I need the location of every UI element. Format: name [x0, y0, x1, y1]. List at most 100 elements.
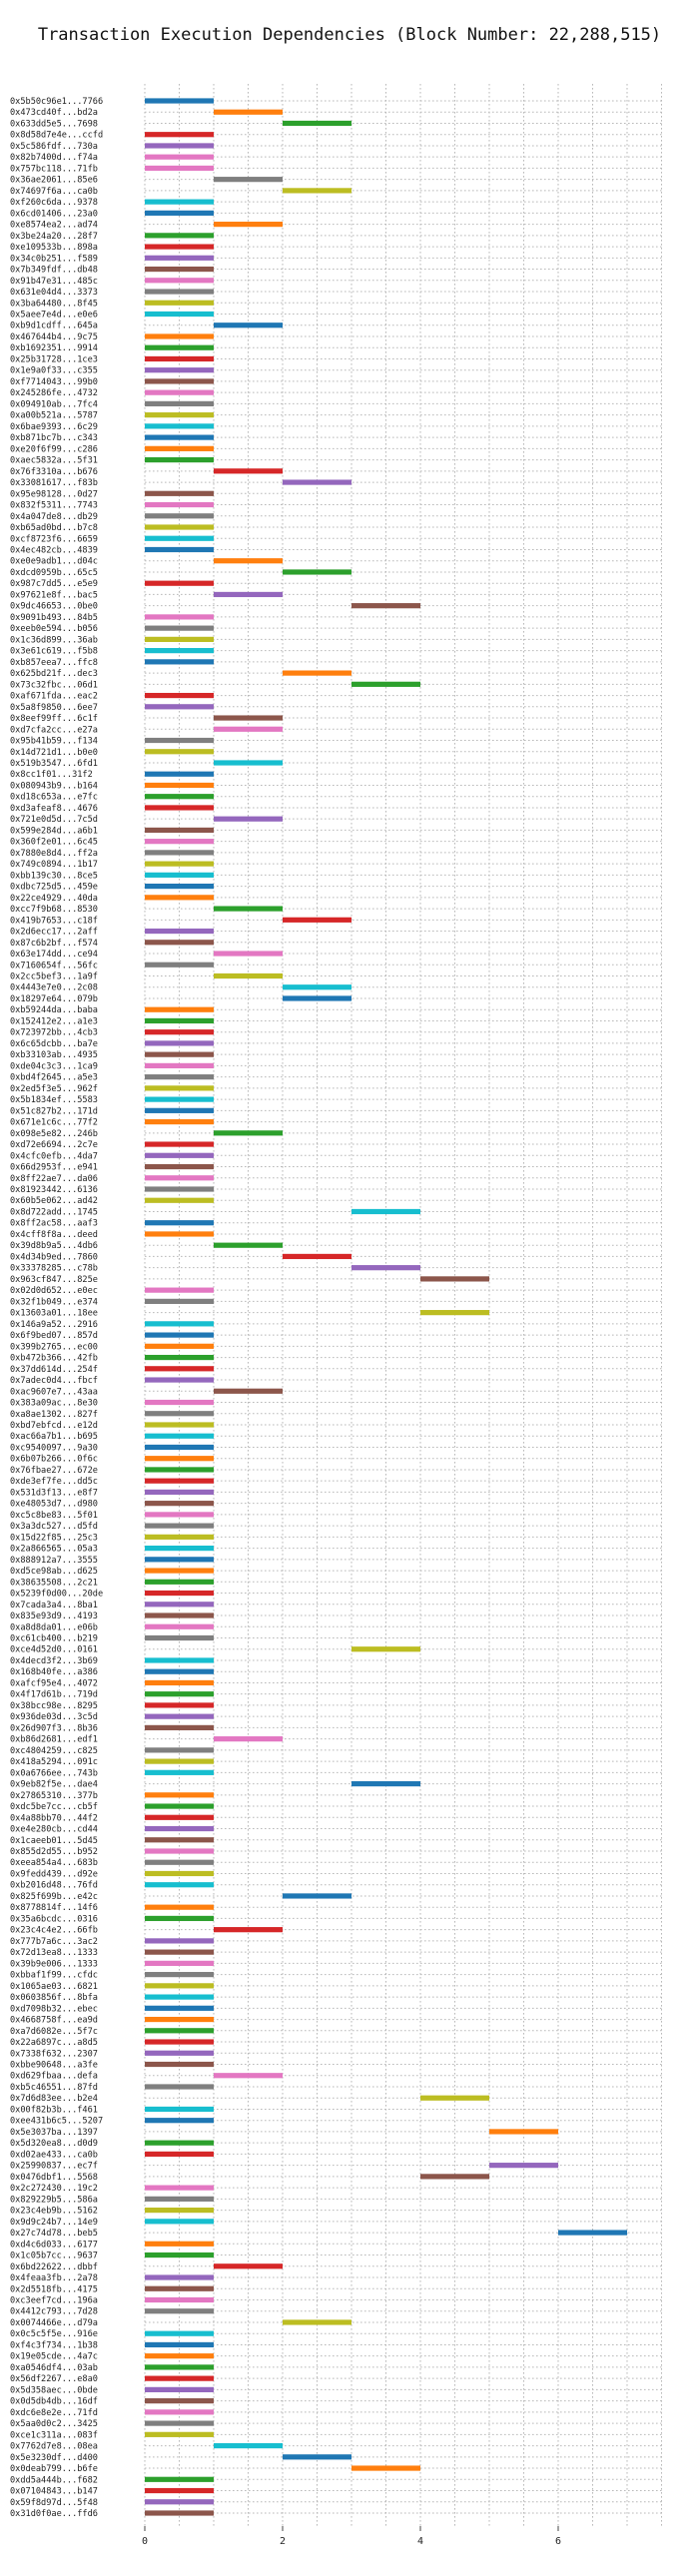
bar [145, 1568, 214, 1574]
x-tick-label: 2 [280, 2536, 286, 2547]
x-tick-label: 4 [417, 2536, 423, 2547]
bar [145, 1163, 214, 1170]
y-tick-label: 0x14d721d1...b0e0 [10, 748, 98, 758]
y-tick-label: 0xbd7ebfcd...e12d [10, 1421, 98, 1431]
bar [145, 1017, 214, 1024]
y-tick-label: 0x5d320ea8...d0d9 [10, 2139, 98, 2149]
x-tick-label: 0 [142, 2536, 148, 2547]
bar [145, 659, 214, 665]
y-tick-label: 0x146a9a52...2916 [10, 1320, 98, 1330]
y-tick-label: 0x6c65dcbb...ba7e [10, 1039, 98, 1049]
y-tick-label: 0x63e174dd...ce94 [10, 950, 98, 960]
bar [145, 311, 214, 318]
y-tick-label: 0x631e04d4...3373 [10, 288, 98, 298]
y-tick-label: 0xb59244da...baba [10, 1005, 98, 1015]
y-tick-label: 0xe8574ea2...ad74 [10, 221, 98, 231]
bar [145, 1769, 214, 1775]
y-tick-label: 0x5239f0d00...20de [10, 1590, 103, 1600]
y-tick-label: 0x5aa0d0c2...3425 [10, 2419, 98, 2429]
bar [145, 1422, 214, 1428]
bar [145, 1040, 214, 1046]
y-tick-label: 0x6cd01406...23a0 [10, 209, 98, 219]
bar [214, 715, 283, 721]
bar [214, 1736, 283, 1742]
y-tick-label: 0xde04c3c3...1ca9 [10, 1061, 98, 1071]
bar [351, 1780, 420, 1787]
y-tick-label: 0x0deab799...b6fe [10, 2464, 98, 2474]
bar [145, 2061, 214, 2068]
y-tick-label: 0xd4c6d033...6177 [10, 2240, 98, 2250]
bar [145, 2330, 214, 2336]
y-tick-label: 0x8eef99ff...6c1f [10, 714, 98, 724]
y-tick-label: 0x1c05b7cc...9637 [10, 2252, 98, 2261]
bar [145, 1118, 214, 1125]
y-tick-label: 0x8778814f...14f6 [10, 1903, 98, 1913]
y-tick-label: 0xaf671fda...eac2 [10, 692, 98, 702]
y-tick-label: 0x888912a7...3555 [10, 1556, 98, 1566]
bar [145, 839, 214, 845]
bar [145, 580, 214, 586]
y-tick-label: 0xbbe90648...a3fe [10, 2061, 98, 2071]
bar [214, 591, 283, 598]
y-tick-label: 0x38635508...2c21 [10, 1578, 98, 1588]
y-tick-label: 0x4decd3f2...3b69 [10, 1656, 98, 1666]
y-tick-label: 0x4d34b9ed...7860 [10, 1252, 98, 1262]
bar [145, 1691, 214, 1697]
y-tick-label: 0x27c74d78...beb5 [10, 2229, 98, 2239]
bar [145, 1096, 214, 1102]
bar [145, 1915, 214, 1922]
y-tick-label: 0x26d907f3...8b36 [10, 1723, 98, 1733]
bar [214, 1242, 283, 1248]
bar [283, 1893, 351, 1899]
y-tick-label: 0x2d6ecc17...2aff [10, 928, 98, 938]
y-tick-label: 0xdd5a444b...f682 [10, 2475, 98, 2485]
y-tick-label: 0x5a8f9850...6ee7 [10, 703, 98, 713]
bar [145, 928, 214, 935]
y-tick-label: 0xac66a7b1...b695 [10, 1432, 98, 1442]
bar [145, 456, 214, 463]
y-tick-label: 0x0d5db4db...16df [10, 2397, 98, 2407]
bar [145, 1938, 214, 1944]
y-tick-label: 0x9d9c24b7...14e9 [10, 2218, 98, 2228]
y-tick-label: 0x5d358aec...0bde [10, 2385, 98, 2395]
y-tick-label: 0x1e9a0f33...c355 [10, 366, 98, 376]
y-tick-label: 0x6f9bed07...857d [10, 1331, 98, 1341]
y-tick-label: 0x855d2d55...b952 [10, 1847, 98, 1857]
bar [489, 2163, 558, 2169]
bar [145, 1579, 214, 1585]
y-tick-label: 0x25b31728...1ce3 [10, 354, 98, 364]
bar [145, 2196, 214, 2202]
bar [145, 278, 214, 284]
y-tick-label: 0x4412c793...7d28 [10, 2307, 98, 2317]
bar [145, 1231, 214, 1237]
y-tick-label: 0x91b47e31...485c [10, 277, 98, 287]
y-tick-label: 0x3be24a20...28f7 [10, 232, 98, 242]
bar [351, 1208, 420, 1215]
bar [145, 165, 214, 172]
y-tick-label: 0xb65ad0bd...b7c8 [10, 523, 98, 533]
bar [145, 2431, 214, 2437]
bar [145, 782, 214, 789]
y-tick-label: 0xc61cb400...b219 [10, 1633, 98, 1643]
bar [145, 1634, 214, 1641]
y-tick-label: 0x73c32fbc...06d1 [10, 680, 98, 690]
y-tick-label: 0xb871bc7b...c343 [10, 433, 98, 443]
y-tick-label: 0x4a047de8...db29 [10, 512, 98, 522]
y-tick-label: 0x97621e8f...bac5 [10, 590, 98, 600]
x-axis: 0 2 4 6 [142, 2526, 561, 2547]
y-tick-label: 0x95e98128...0d27 [10, 489, 98, 499]
y-tick-label: 0x383a09ac...8e30 [10, 1399, 98, 1409]
y-tick-label: 0x6b07b266...0f6c [10, 1455, 98, 1465]
y-tick-label: 0x418a5294...091c [10, 1757, 98, 1767]
bar [145, 1366, 214, 1372]
y-tick-label: 0x2cc5bef3...1a9f [10, 972, 98, 982]
bar [145, 1287, 214, 1293]
y-tick-label: 0x9fedd439...d92e [10, 1869, 98, 1879]
bar [145, 1994, 214, 2000]
x-tick-label: 6 [555, 2536, 561, 2547]
bar [145, 255, 214, 261]
y-tick-label: 0x519b3547...6fd1 [10, 759, 98, 769]
y-tick-label: 0x152412e2...a1e3 [10, 1016, 98, 1026]
bar [145, 1792, 214, 1798]
y-tick-label: 0xdbc725d5...459e [10, 883, 98, 893]
